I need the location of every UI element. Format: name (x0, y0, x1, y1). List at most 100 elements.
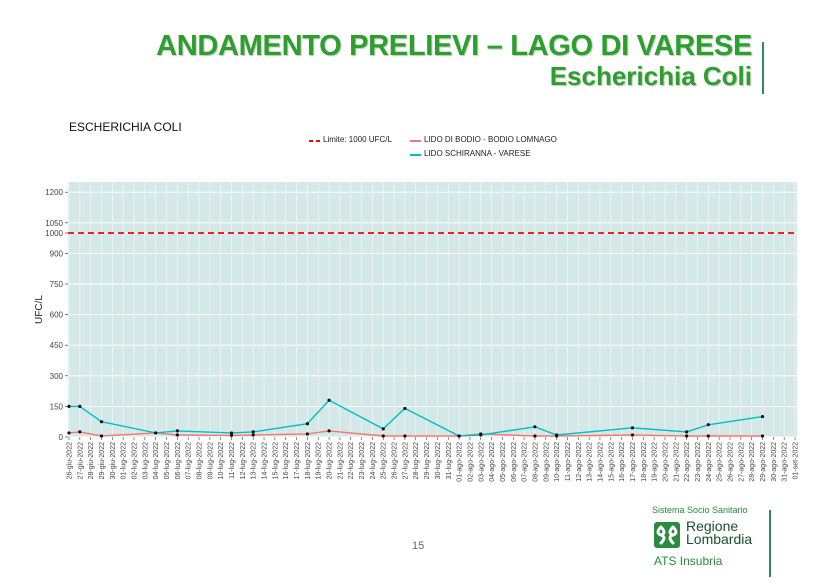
data-point (555, 433, 559, 437)
x-tick-label: 07-ago-2022 (522, 442, 529, 482)
y-tick-label: 0 (59, 433, 64, 442)
data-point (305, 422, 309, 426)
title-divider (762, 42, 764, 94)
x-tick-label: 29-giu-2022 (99, 442, 106, 479)
x-tick-label: 23-lug-2022 (359, 442, 366, 479)
x-tick-label: 25-ago-2022 (717, 442, 724, 482)
data-point (154, 431, 158, 435)
data-point (630, 433, 635, 437)
data-point (457, 434, 461, 438)
x-tick-label: 29-lug-2022 (424, 442, 431, 479)
data-point (67, 431, 71, 435)
data-point (67, 404, 71, 408)
data-point (403, 406, 407, 411)
data-point (327, 429, 331, 433)
data-point (99, 420, 104, 424)
page-title: ANDAMENTO PRELIEVI – LAGO DI VARESE (156, 30, 752, 62)
data-point (251, 433, 255, 437)
data-point (760, 415, 765, 419)
x-tick-label: 11-ago-2022 (565, 442, 572, 481)
x-tick-label: 08-ago-2022 (532, 442, 539, 482)
x-tick-label: 28-giu-2022 (88, 442, 95, 479)
x-tick-label: 20-lug-2022 (327, 442, 334, 479)
data-point (78, 430, 82, 434)
plot-panel (68, 182, 797, 437)
page-number: 15 (412, 540, 425, 552)
data-point (175, 433, 179, 437)
data-point (533, 434, 537, 438)
y-tick-label: 450 (50, 341, 64, 350)
logo-region-line1: Regione (686, 518, 739, 534)
y-tick-label: 150 (50, 402, 64, 411)
logo-region-name: Regione Lombardia (686, 518, 752, 546)
x-tick-label: 28-ago-2022 (749, 442, 756, 482)
data-point (685, 434, 689, 438)
x-tick-label: 01-set-2022 (793, 442, 800, 479)
x-tick-label: 11-lug-2022 (229, 442, 236, 479)
y-tick-label: 1000 (45, 229, 63, 238)
x-tick-label: 16-ago-2022 (619, 442, 626, 482)
x-tick-label: 26-ago-2022 (727, 442, 734, 482)
data-point (403, 434, 407, 438)
x-tick-label: 26-lug-2022 (392, 442, 399, 479)
x-tick-label: 12-ago-2022 (576, 442, 583, 482)
data-point (229, 431, 234, 435)
x-tick-label: 14-lug-2022 (262, 442, 269, 479)
x-tick-label: 04-ago-2022 (489, 442, 496, 482)
x-tick-label: 04-lug-2022 (153, 442, 160, 479)
legend-label-bodio: LIDO DI BODIO - BODIO LOMNAGO (424, 135, 557, 144)
x-tick-label: 13-lug-2022 (251, 442, 258, 479)
x-tick-label: 03-lug-2022 (142, 442, 149, 479)
data-point (760, 434, 765, 438)
lombardy-rose-icon (654, 522, 680, 548)
x-tick-label: 21-lug-2022 (337, 442, 344, 479)
y-axis-label: UFC/L (34, 295, 45, 324)
x-tick-label: 08-lug-2022 (197, 442, 204, 479)
x-tick-label: 02-lug-2022 (132, 442, 139, 479)
data-point (381, 434, 385, 438)
x-tick-label: 02-ago-2022 (467, 442, 474, 482)
data-point (479, 433, 483, 437)
x-tick-label: 01-ago-2022 (457, 442, 464, 482)
logo-system-text: Sistema Socio Sanitario (652, 505, 748, 515)
data-point (229, 433, 234, 437)
legend-label-schiranna: LIDO SCHIRANNA - VARESE (424, 149, 531, 158)
x-tick-label: 28-lug-2022 (413, 442, 420, 479)
x-tick-label: 16-lug-2022 (283, 442, 290, 479)
data-point (78, 404, 82, 408)
legend-key-limit (309, 140, 320, 142)
x-tick-label: 05-ago-2022 (500, 442, 507, 482)
x-tick-label: 10-lug-2022 (218, 442, 225, 479)
y-tick-label: 1050 (45, 219, 63, 228)
data-point (706, 423, 710, 427)
x-tick-label: 05-lug-2022 (164, 442, 171, 479)
x-tick-label: 09-ago-2022 (543, 442, 550, 482)
data-point (175, 429, 179, 433)
legend-key-bodio (410, 140, 421, 142)
x-tick-label: 31-lug-2022 (446, 442, 453, 479)
x-tick-label: 06-ago-2022 (511, 442, 518, 482)
x-tick-label: 13-ago-2022 (587, 442, 594, 482)
x-tick-label: 14-ago-2022 (597, 442, 604, 482)
x-tick-label: 12-lug-2022 (240, 442, 247, 479)
x-tick-label: 15-lug-2022 (272, 442, 279, 479)
page-subtitle: Escherichia Coli (549, 61, 752, 91)
data-point (327, 398, 331, 402)
data-point (630, 426, 635, 430)
x-tick-label: 31-ago-2022 (782, 442, 789, 482)
legend-key-schiranna (410, 154, 421, 156)
x-tick-label: 09-lug-2022 (207, 442, 214, 479)
x-tick-label: 01-lug-2022 (121, 442, 128, 479)
x-tick-label: 27-giu-2022 (77, 442, 84, 479)
x-tick-label: 23-ago-2022 (695, 442, 702, 482)
y-tick-label: 900 (50, 249, 64, 258)
data-point (251, 430, 255, 434)
data-point (685, 430, 689, 434)
y-tick-label: 300 (50, 372, 64, 381)
x-tick-label: 26-giu-2022 (67, 442, 74, 479)
x-tick-label: 15-ago-2022 (608, 442, 615, 482)
y-tick-label: 600 (50, 311, 64, 320)
x-tick-label: 17-lug-2022 (294, 442, 301, 479)
x-tick-label: 22-lug-2022 (348, 442, 355, 479)
